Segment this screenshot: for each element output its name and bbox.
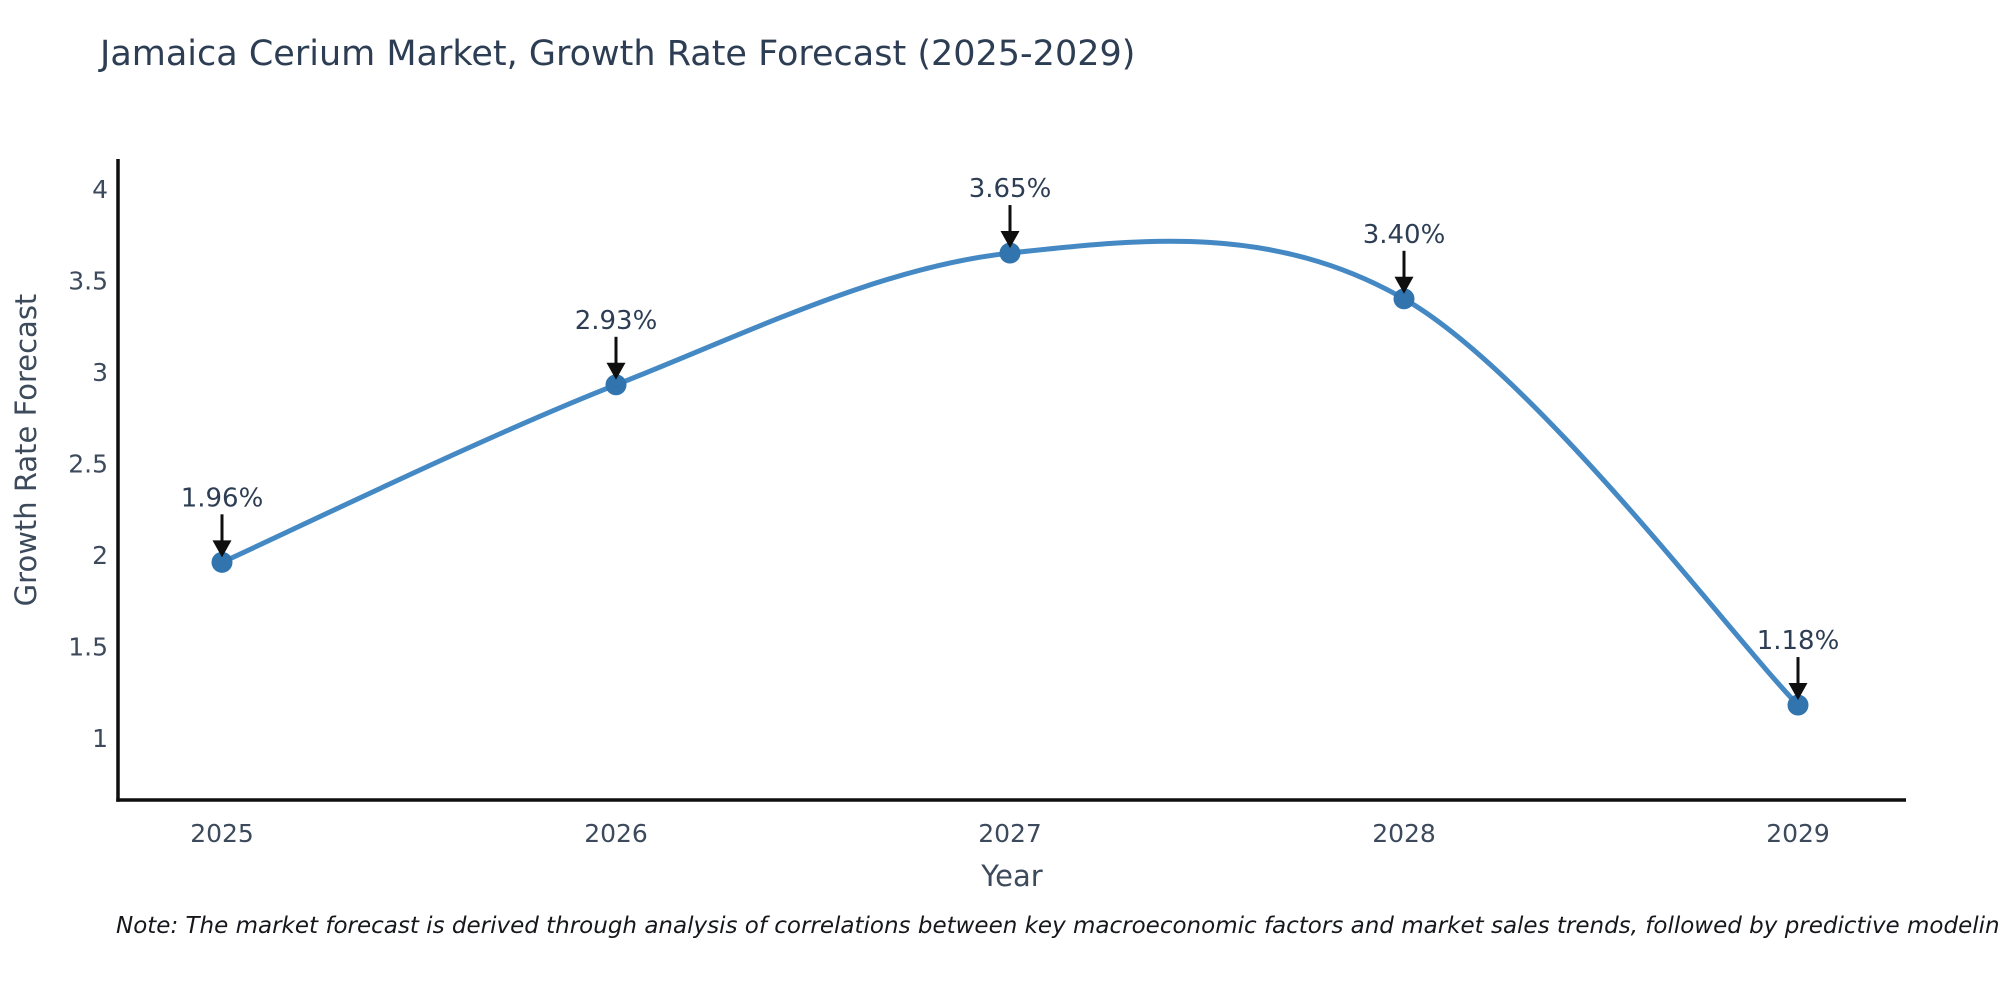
data-point-marker bbox=[605, 374, 627, 396]
data-point-marker bbox=[1787, 694, 1809, 716]
y-tick-label: 4 bbox=[92, 175, 108, 204]
x-tick-label: 2029 bbox=[1766, 819, 1830, 848]
data-point-marker bbox=[999, 242, 1021, 264]
annotation-label: 1.96% bbox=[181, 483, 264, 513]
y-tick-label: 2.5 bbox=[68, 450, 108, 479]
annotation-arrowhead bbox=[1000, 231, 1020, 249]
y-tick-label: 2 bbox=[92, 541, 108, 570]
annotation-arrowhead bbox=[1788, 683, 1808, 701]
annotation-arrowhead bbox=[606, 362, 626, 380]
x-tick-label: 2027 bbox=[978, 819, 1042, 848]
annotation-label: 1.18% bbox=[1757, 626, 1840, 656]
y-tick-label: 3.5 bbox=[68, 267, 108, 296]
annotation-arrowhead bbox=[212, 540, 232, 558]
y-tick-label: 1.5 bbox=[68, 633, 108, 662]
data-point-marker bbox=[1393, 288, 1415, 310]
x-tick-label: 2025 bbox=[190, 819, 254, 848]
y-tick-label: 1 bbox=[92, 724, 108, 753]
footnote: Note: The market forecast is derived thr… bbox=[116, 913, 2000, 939]
annotation-label: 3.40% bbox=[1363, 220, 1446, 250]
x-axis-title: Year bbox=[980, 859, 1042, 893]
data-point-marker bbox=[211, 551, 233, 573]
x-tick-label: 2028 bbox=[1372, 819, 1436, 848]
annotation-label: 3.65% bbox=[969, 174, 1052, 204]
annotation-label: 2.93% bbox=[575, 306, 658, 336]
x-tick-label: 2026 bbox=[584, 819, 648, 848]
chart-title: Jamaica Cerium Market, Growth Rate Forec… bbox=[100, 34, 1136, 74]
annotation-arrowhead bbox=[1394, 276, 1414, 294]
trend-line bbox=[219, 238, 1801, 708]
y-tick-label: 3 bbox=[92, 358, 108, 387]
y-axis-title: Growth Rate Forecast bbox=[9, 294, 43, 607]
